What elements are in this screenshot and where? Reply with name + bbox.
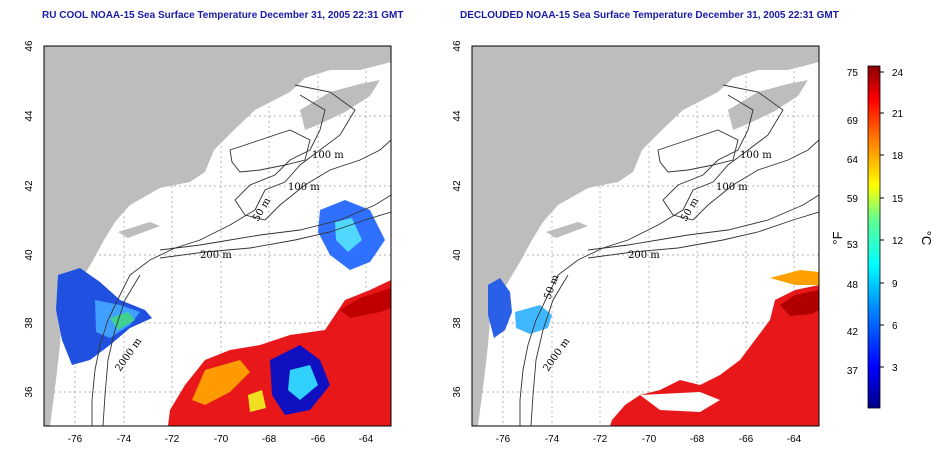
right-x-tick-72: -72 [593, 434, 608, 445]
right-x-tick-70: -70 [642, 434, 657, 445]
left-warm-core [340, 288, 391, 318]
left-y-tick-46: 46 [24, 40, 35, 52]
right-gulfstream-red [610, 285, 819, 426]
cb-f-48: 48 [847, 280, 859, 291]
right-map-frame [471, 45, 820, 427]
cb-c-9: 9 [892, 279, 898, 290]
left-orange-streaks [192, 360, 250, 405]
colorbar-celsius-ticks: 24 21 18 15 12 9 6 3 [880, 68, 904, 374]
right-y-tick-44: 44 [452, 110, 463, 122]
cb-f-42: 42 [847, 327, 859, 338]
colorbar: 75 69 64 59 53 48 42 37 24 21 18 15 12 9… [830, 65, 934, 409]
cb-c-18: 18 [892, 151, 904, 162]
right-long-island [546, 222, 588, 238]
right-nova-scotia [728, 80, 808, 130]
left-y-tick-42: 42 [24, 180, 35, 192]
right-contour-label-100m-north: 100 m [740, 150, 772, 161]
left-contours [91, 84, 391, 426]
right-map: 100 m 100 m 50 m 200 m 50 m 2000 m [472, 46, 819, 426]
cb-c-6: 6 [892, 321, 898, 332]
right-warm-streak [770, 270, 819, 285]
right-panel-title: DECLOUDED NOAA-15 Sea Surface Temperatur… [460, 10, 839, 21]
left-contour-label-200m: 200 m [200, 250, 232, 261]
right-landmass [472, 46, 819, 426]
left-long-island [118, 222, 160, 238]
left-y-tick-40: 40 [24, 249, 35, 261]
right-y-tick-38: 38 [452, 317, 463, 329]
colorbar-fahrenheit-ticks: 75 69 64 59 53 48 42 37 [847, 68, 859, 377]
left-contour-label-100m-south: 100 m [288, 182, 320, 193]
left-x-tick-64: -64 [359, 434, 374, 445]
left-x-tick-74: -74 [117, 434, 132, 445]
right-y-tick-40: 40 [452, 249, 463, 261]
right-y-tick-36: 36 [452, 386, 463, 398]
cb-f-37: 37 [847, 366, 859, 377]
cb-f-53: 53 [847, 240, 859, 251]
left-panel-title: RU COOL NOAA-15 Sea Surface Temperature … [42, 10, 404, 21]
left-contour-label-100m-north: 100 m [312, 150, 344, 161]
left-y-tick-36: 36 [24, 386, 35, 398]
left-y-tick-44: 44 [24, 110, 35, 122]
right-contour-label-200m: 200 m [628, 250, 660, 261]
colorbar-gradient [867, 65, 881, 409]
right-gap-1 [640, 392, 720, 412]
left-y-tick-38: 38 [24, 317, 35, 329]
left-map: 100 m 100 m 50 m 200 m 2000 m [44, 46, 391, 426]
colorbar-fahrenheit-label: °F [830, 231, 845, 244]
right-coastal-sst [488, 278, 512, 338]
left-yellow-patch [248, 390, 266, 412]
right-x-tick-64: -64 [787, 434, 802, 445]
cb-c-15: 15 [892, 194, 904, 205]
right-shelf-sst [515, 305, 552, 334]
cb-f-69: 69 [847, 116, 859, 127]
left-landmass [44, 46, 391, 426]
cb-c-21: 21 [892, 109, 904, 120]
cb-c-3: 3 [892, 363, 898, 374]
right-x-axis: -76 -74 -72 -70 -68 -66 -64 [496, 434, 802, 445]
right-x-tick-68: -68 [690, 434, 705, 445]
right-x-tick-76: -76 [496, 434, 511, 445]
cb-c-24: 24 [892, 68, 904, 79]
right-x-tick-66: -66 [739, 434, 754, 445]
left-northern-cyan [335, 218, 362, 252]
right-warm-core [780, 290, 819, 316]
right-contour-label-100m-south: 100 m [716, 182, 748, 193]
left-x-tick-68: -68 [262, 434, 277, 445]
cb-f-75: 75 [847, 68, 859, 79]
left-x-tick-76: -76 [68, 434, 83, 445]
left-y-axis: 46 44 42 40 38 36 [24, 40, 35, 398]
colorbar-celsius-label: °C [919, 231, 934, 246]
cb-f-59: 59 [847, 194, 859, 205]
right-y-tick-42: 42 [452, 180, 463, 192]
left-x-tick-66: -66 [311, 434, 326, 445]
left-x-tick-70: -70 [214, 434, 229, 445]
left-x-tick-72: -72 [165, 434, 180, 445]
right-contours [519, 84, 819, 426]
cb-f-64: 64 [847, 155, 859, 166]
left-cyan-eddy [288, 365, 318, 400]
right-x-tick-74: -74 [545, 434, 560, 445]
left-map-frame [43, 45, 392, 427]
left-x-axis: -76 -74 -72 -70 -68 -66 -64 [68, 434, 374, 445]
cb-c-12: 12 [892, 236, 904, 247]
right-y-axis: 46 44 42 40 38 36 [452, 40, 463, 398]
right-y-tick-46: 46 [452, 40, 463, 52]
left-nova-scotia [300, 80, 380, 130]
